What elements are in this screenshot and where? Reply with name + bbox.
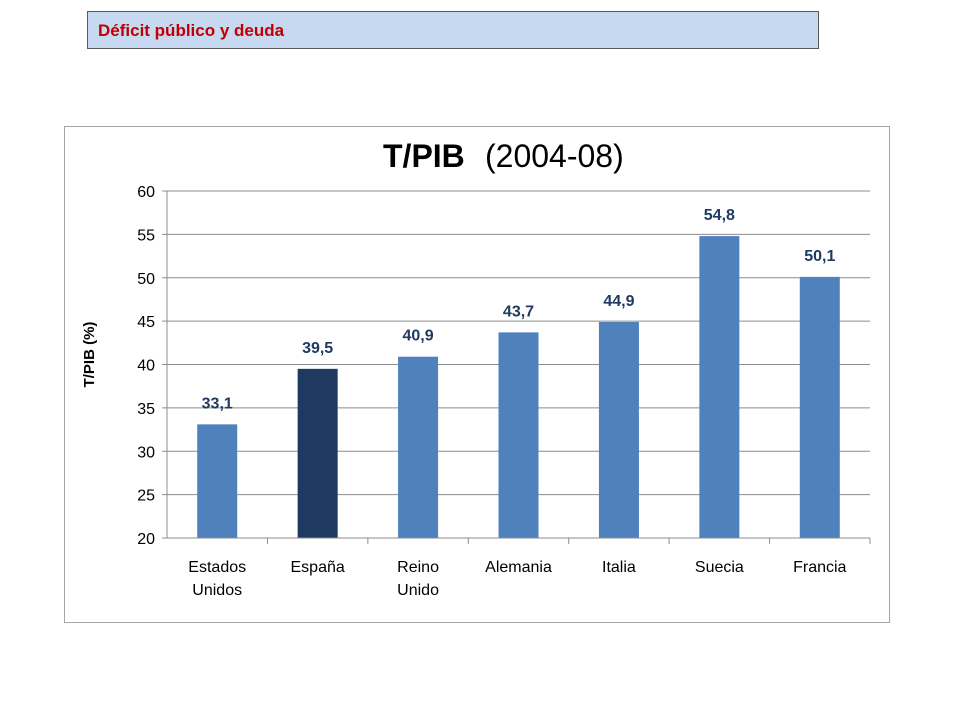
x-tick-label: Francia — [793, 559, 846, 576]
bar-group: 50,1 Francia — [793, 248, 846, 576]
x-tick-label: Alemania — [485, 559, 552, 576]
y-axis-label: T/PIB (%) — [81, 322, 98, 388]
y-tick-label: 60 — [137, 184, 155, 201]
chart-frame: T/PIB (2004-08) 20 25 30 35 40 45 50 55 60 T/PIB (%… — [64, 126, 890, 623]
y-tick-label: 45 — [137, 314, 155, 331]
x-tick-label: España — [291, 559, 345, 576]
bar-group: 43,7 Alemania — [485, 303, 552, 576]
bar — [598, 321, 639, 538]
bar-group: 44,9 Italia — [598, 293, 639, 576]
bar-group: 40,9 Reino Unido — [397, 328, 439, 599]
chart-subtitle: (2004-08) — [485, 138, 624, 174]
data-label: 39,5 — [302, 340, 333, 357]
data-label: 50,1 — [804, 248, 835, 265]
bar — [297, 368, 338, 538]
chart-title: T/PIB — [383, 138, 465, 174]
x-tick-label: Unido — [397, 582, 439, 599]
bar-group: 39,5 España — [291, 340, 345, 576]
x-tick-label: Unidos — [192, 582, 242, 599]
bar — [197, 424, 238, 538]
y-tick-label: 55 — [137, 227, 155, 244]
data-label: 33,1 — [202, 395, 233, 412]
y-tick-label: 30 — [137, 444, 155, 461]
bar — [398, 356, 439, 538]
data-label: 44,9 — [603, 293, 634, 310]
x-tick-label: Reino — [397, 559, 439, 576]
y-tick-label: 35 — [137, 401, 155, 418]
x-tick-label: Italia — [602, 559, 636, 576]
x-tick-label: Estados — [188, 559, 246, 576]
bar — [799, 276, 840, 538]
data-label: 54,8 — [704, 207, 735, 224]
bar-chart: T/PIB (2004-08) 20 25 30 35 40 45 50 55 60 T/PIB (%… — [81, 138, 871, 599]
y-tick-label: 25 — [137, 488, 155, 505]
x-tick-label: Suecia — [695, 559, 744, 576]
section-header: Déficit público y deuda — [87, 11, 819, 49]
bar-group: 33,1 Estados Unidos — [188, 395, 246, 599]
data-label: 40,9 — [403, 328, 434, 345]
y-tick-label: 50 — [137, 271, 155, 288]
y-tick-label: 20 — [137, 531, 155, 548]
section-header-title: Déficit público y deuda — [98, 21, 285, 40]
data-label: 43,7 — [503, 303, 534, 320]
y-tick-label: 40 — [137, 358, 155, 375]
bar-group: 54,8 Suecia — [695, 207, 744, 576]
bar — [699, 236, 740, 539]
bar — [498, 332, 539, 538]
